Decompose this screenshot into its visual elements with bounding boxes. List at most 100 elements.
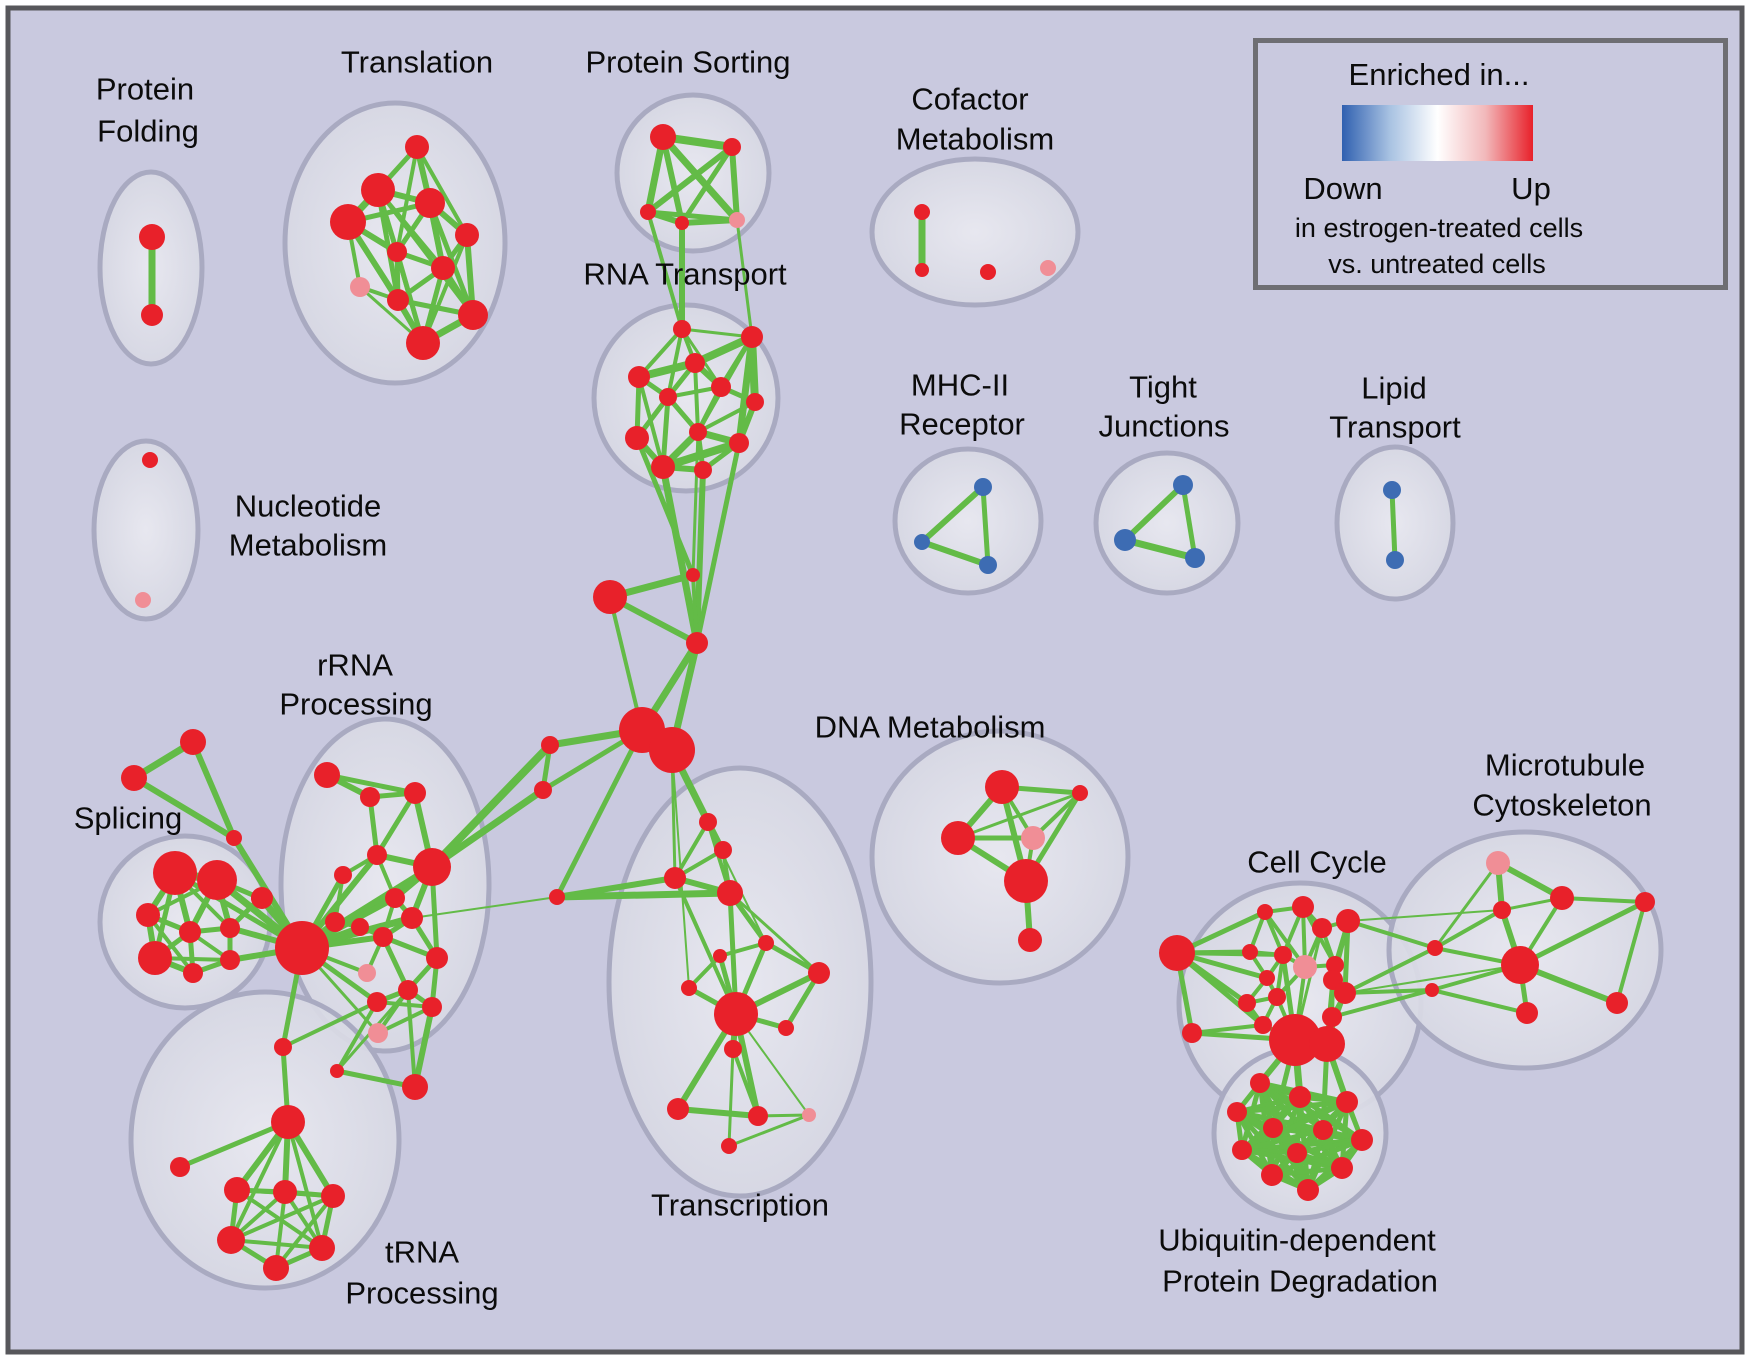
cluster-label-protein-folding: Folding	[97, 114, 199, 149]
node-cn1	[686, 568, 700, 582]
edge	[1344, 964, 1521, 994]
cluster-ellipse-tight-junctions	[1093, 450, 1241, 596]
edge	[131, 775, 237, 841]
node-tj1	[1173, 475, 1193, 495]
node-cc6	[1274, 946, 1292, 964]
edge	[1560, 896, 1647, 904]
node-rr11	[351, 918, 369, 936]
node-t9	[387, 289, 409, 311]
edge	[1615, 900, 1647, 1005]
node-cf1	[914, 204, 930, 220]
node-cc8	[1326, 956, 1344, 974]
legend-down-label: Down	[1303, 171, 1383, 206]
node-m1	[974, 478, 992, 496]
cluster-label-lipid-transport: Transport	[1329, 410, 1461, 445]
node-rr12	[373, 927, 393, 947]
node-tj2	[1114, 529, 1136, 551]
edge	[1122, 482, 1186, 543]
node-u3	[1263, 1118, 1283, 1138]
node-rr18	[368, 1023, 388, 1043]
cluster-label-ubiquitin-degradation: Ubiquitin-dependent	[1158, 1223, 1436, 1258]
node-sl8	[183, 963, 203, 983]
node-ps1	[650, 124, 676, 150]
node-t4	[415, 188, 445, 218]
edge	[428, 741, 554, 871]
node-rt6	[746, 393, 764, 411]
node-tcL	[549, 889, 565, 905]
node-t6	[387, 242, 407, 262]
node-tc11	[667, 1098, 689, 1120]
node-tch	[714, 992, 758, 1036]
cluster-label-translation: Translation	[341, 45, 493, 80]
node-rr10	[325, 912, 345, 932]
node-cch	[1269, 1014, 1321, 1066]
edge	[646, 210, 684, 331]
edge	[659, 463, 701, 647]
edge	[1433, 861, 1500, 950]
node-tr1	[224, 1177, 250, 1203]
edge	[412, 1004, 435, 1090]
edge	[919, 484, 986, 545]
node-u1	[1250, 1073, 1270, 1093]
cluster-ellipse-transcription	[606, 765, 874, 1199]
node-sl4	[179, 921, 201, 943]
edge	[1517, 899, 1648, 968]
edge	[735, 218, 754, 339]
node-cn2	[686, 632, 708, 654]
node-mt5	[1516, 1002, 1538, 1024]
legend-caption-line1: in estrogen-treated cells	[1294, 213, 1584, 243]
edge	[675, 1106, 761, 1119]
node-tc3	[664, 867, 686, 889]
node-pf1	[139, 224, 165, 250]
edge	[727, 1113, 811, 1148]
node-u6	[1351, 1129, 1373, 1151]
edge	[1180, 482, 1198, 561]
node-tc2	[714, 841, 732, 859]
node-t1	[405, 135, 429, 159]
node-rr13	[426, 947, 448, 969]
node-t8	[350, 277, 370, 297]
node-t7	[431, 256, 455, 280]
cluster-label-cofactor-metabolism: Metabolism	[896, 122, 1055, 157]
node-u4	[1289, 1086, 1311, 1108]
edge	[286, 1120, 324, 1250]
edge	[659, 439, 743, 471]
node-rr8	[385, 888, 405, 908]
node-tc4	[717, 880, 743, 906]
node-mth	[1501, 946, 1539, 984]
edge	[729, 144, 740, 223]
node-u10	[1261, 1164, 1283, 1186]
legend-caption-line2: vs. untreated cells	[1328, 249, 1546, 279]
node-d2	[941, 821, 975, 855]
node-nm1	[142, 452, 158, 468]
node-tc5	[758, 935, 774, 951]
node-tiso	[170, 1157, 190, 1177]
cluster-label-tight-junctions: Junctions	[1099, 409, 1230, 444]
node-u11	[1331, 1157, 1353, 1179]
node-cs2	[534, 781, 552, 799]
node-cc7	[1293, 955, 1317, 979]
edge	[956, 791, 1082, 840]
cluster-label-cofactor-metabolism: Cofactor	[911, 82, 1028, 117]
edge	[334, 1068, 418, 1090]
edge	[645, 144, 735, 215]
edge	[1343, 988, 1434, 995]
node-ps3	[640, 204, 656, 220]
cluster-ellipse-dna-metabolism	[869, 728, 1131, 986]
node-cs1	[541, 736, 559, 754]
node-cc1	[1257, 904, 1273, 920]
node-tc10	[724, 1040, 742, 1058]
node-rr7	[251, 887, 273, 909]
node-tr6	[263, 1255, 289, 1281]
cluster-ellipse-cofactor-metabolism	[869, 156, 1081, 308]
cluster-label-protein-folding: Protein	[96, 72, 194, 107]
node-rr9	[401, 907, 423, 929]
cluster-label-transcription: Transcription	[651, 1188, 829, 1223]
node-mt2	[1550, 886, 1574, 910]
node-m3	[979, 556, 997, 574]
node-trhub	[271, 1105, 305, 1139]
node-rt3	[628, 366, 650, 388]
cluster-label-trna-processing: Processing	[345, 1276, 498, 1311]
legend-title: Enriched in...	[1348, 57, 1530, 92]
cluster-label-rrna-processing: Processing	[279, 687, 432, 722]
